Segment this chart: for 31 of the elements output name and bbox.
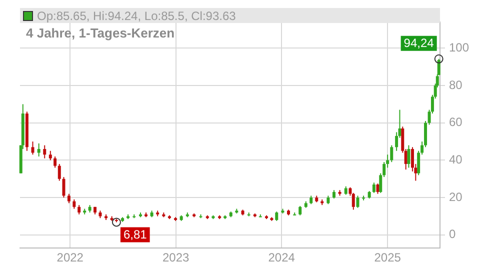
candlestick: [72, 198, 76, 210]
candlestick: [372, 182, 376, 194]
candlestick: [78, 204, 81, 215]
candlestick: [43, 144, 46, 159]
candlestick: [37, 142, 40, 157]
x-tick-label: 2023: [162, 250, 190, 265]
annotation: 6,81: [123, 228, 148, 242]
candlestick: [298, 205, 302, 216]
annotation: 94,24: [404, 36, 434, 50]
y-tick-label: 0: [449, 227, 456, 242]
chart-subtitle: 4 Jahre, 1-Tages-Kerzen: [26, 26, 175, 41]
candlestick: [390, 144, 394, 163]
candlestick: [407, 144, 410, 168]
y-tick-label: 60: [449, 115, 463, 130]
y-tick-label: 40: [449, 152, 463, 167]
candlestick: [31, 141, 34, 156]
candlestick: [67, 193, 70, 204]
candlestick: [376, 183, 380, 194]
chart-title: Op:85.65, Hi:94.24, Lo:85.5, Cl:93.63: [37, 8, 236, 22]
candlestick: [58, 163, 61, 182]
x-tick-label: 2025: [374, 250, 402, 265]
y-tick-label: 20: [449, 190, 463, 204]
x-tick-label: 2022: [56, 250, 84, 265]
candlestick: [275, 211, 278, 222]
y-tick-label: 80: [449, 78, 463, 92]
candlestick: [356, 195, 360, 208]
candlestick: [54, 156, 57, 168]
y-tick-label: 100: [449, 40, 470, 54]
candlestick: [48, 150, 52, 161]
x-tick-label: 2024: [268, 250, 296, 265]
candlestick: [62, 176, 66, 198]
